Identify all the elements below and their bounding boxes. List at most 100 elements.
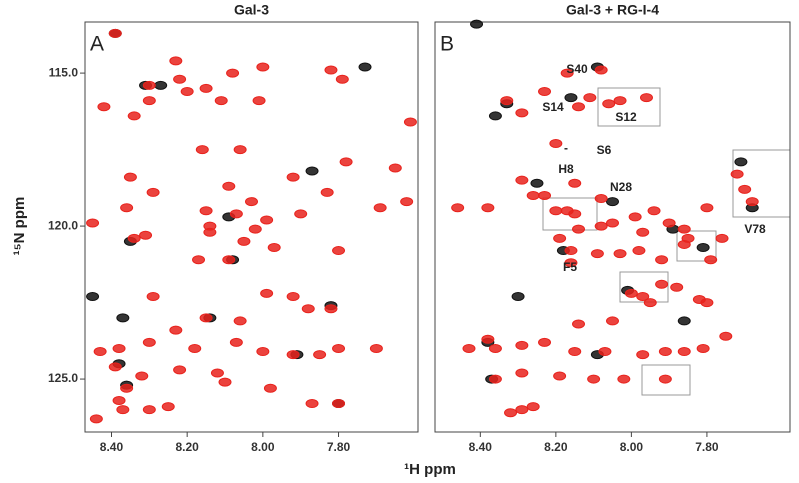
- peak: [108, 28, 122, 38]
- peak: [256, 347, 270, 357]
- y-axis-label: ¹⁵N ppm: [11, 197, 28, 256]
- peak: [218, 377, 232, 387]
- peak: [388, 163, 402, 173]
- x-tick-label: 8.40: [100, 440, 124, 454]
- peak: [526, 402, 540, 412]
- peak: [256, 62, 270, 72]
- peak: [199, 313, 213, 323]
- peak: [332, 246, 346, 256]
- peak: [192, 255, 206, 265]
- peak: [233, 316, 247, 326]
- peak: [538, 337, 552, 347]
- peak: [564, 258, 578, 268]
- box: [597, 87, 661, 127]
- peak: [89, 414, 103, 424]
- peak: [142, 80, 156, 90]
- peak: [677, 224, 691, 234]
- peak-annotation: -: [564, 141, 568, 155]
- peak: [572, 102, 586, 112]
- peak: [636, 227, 650, 237]
- peak: [488, 343, 502, 353]
- peak: [587, 374, 601, 384]
- peak: [233, 145, 247, 155]
- peak: [549, 138, 563, 148]
- peak: [305, 166, 319, 176]
- peak: [594, 221, 608, 231]
- peak: [142, 405, 156, 415]
- panel-label: A: [90, 33, 104, 56]
- peak: [632, 246, 646, 256]
- peak: [305, 399, 319, 409]
- peak: [515, 340, 529, 350]
- x-axis-label: ¹H ppm: [404, 461, 456, 478]
- peak: [481, 203, 495, 213]
- peak: [248, 224, 262, 234]
- peak: [120, 383, 134, 393]
- peak: [553, 233, 567, 243]
- peak: [745, 197, 759, 207]
- peak: [677, 347, 691, 357]
- peak: [590, 249, 604, 259]
- peak: [339, 157, 353, 167]
- peak: [564, 93, 578, 103]
- peak: [636, 291, 650, 301]
- peak: [613, 249, 627, 259]
- peak: [538, 190, 552, 200]
- peak: [655, 279, 669, 289]
- peak: [373, 203, 387, 213]
- peak: [267, 243, 281, 252]
- peak: [462, 343, 476, 353]
- peak: [594, 65, 608, 75]
- peak: [549, 206, 563, 216]
- peak: [123, 172, 137, 182]
- peak: [146, 291, 160, 301]
- x-tick-label: 8.40: [469, 440, 493, 454]
- peak: [142, 96, 156, 106]
- chart-title: Gal-3: [234, 2, 269, 18]
- peak: [568, 347, 582, 357]
- peak: [606, 316, 619, 326]
- peak: [142, 337, 156, 347]
- panel-label: B: [440, 33, 454, 56]
- peak: [594, 194, 608, 204]
- peak: [400, 197, 414, 207]
- peak: [260, 215, 274, 225]
- peak: [332, 399, 346, 409]
- peak: [538, 86, 552, 96]
- peak: [214, 96, 228, 106]
- peak: [260, 288, 274, 298]
- peak: [636, 350, 650, 360]
- peak: [662, 218, 676, 228]
- peak: [730, 169, 744, 179]
- peak: [515, 405, 529, 415]
- peak-annotation: F5: [563, 260, 577, 274]
- peak: [647, 206, 661, 216]
- peak: [86, 218, 100, 228]
- x-tick-label: 7.80: [695, 440, 719, 454]
- x-tick-label: 8.00: [620, 440, 644, 454]
- peak: [602, 99, 616, 109]
- peak: [203, 221, 217, 231]
- peak: [488, 374, 502, 384]
- peak: [146, 187, 160, 197]
- peak: [135, 371, 149, 381]
- peak: [313, 350, 327, 360]
- peak: [161, 402, 175, 412]
- peak: [169, 325, 183, 335]
- highlight-boxes: [542, 87, 791, 396]
- peak: [286, 350, 300, 360]
- peak: [120, 203, 134, 213]
- peak: [245, 197, 258, 207]
- peak: [504, 408, 518, 418]
- peak: [324, 65, 338, 75]
- x-tick-label: 7.80: [327, 440, 351, 454]
- y-tick-label: 120.0: [48, 218, 78, 232]
- peak: [515, 108, 529, 118]
- peak: [335, 74, 349, 84]
- peak: [700, 203, 714, 213]
- plot-frame: [434, 21, 791, 433]
- peak: [139, 230, 153, 240]
- peak-annotation: V78: [744, 222, 766, 236]
- x-tick-label: 8.20: [175, 440, 199, 454]
